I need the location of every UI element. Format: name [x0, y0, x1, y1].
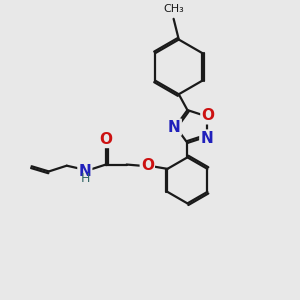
Text: O: O	[99, 132, 112, 147]
Text: N: N	[200, 130, 213, 146]
Text: N: N	[168, 120, 181, 135]
Text: CH₃: CH₃	[163, 4, 184, 14]
Text: H: H	[80, 172, 90, 185]
Text: N: N	[79, 164, 91, 179]
Text: O: O	[141, 158, 154, 173]
Text: O: O	[201, 108, 214, 123]
